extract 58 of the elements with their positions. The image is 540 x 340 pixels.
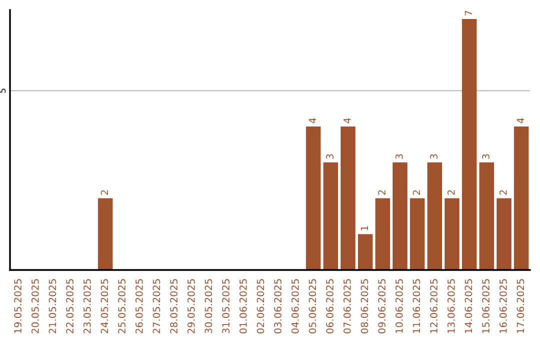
x-tick-label: 26.05.2025 — [135, 279, 143, 334]
data-label: 4 — [308, 118, 316, 124]
bar — [444, 198, 460, 270]
data-label: 4 — [344, 118, 351, 124]
x-tick-label: 01.06.2025 — [239, 279, 247, 334]
x-tick-label: 28.05.2025 — [170, 279, 178, 334]
bar — [479, 162, 494, 270]
bar — [358, 234, 373, 270]
bar — [514, 126, 529, 270]
x-tick-label: 20.05.2025 — [31, 279, 39, 334]
data-label: 2 — [499, 190, 507, 195]
bar — [462, 18, 477, 270]
bar — [392, 162, 408, 270]
data-label: 3 — [430, 154, 438, 159]
x-tick-label: 23.05.2025 — [83, 279, 91, 334]
data-label: 4 — [516, 118, 524, 124]
x-tick-label: 24.05.2025 — [100, 279, 108, 334]
bar — [427, 162, 442, 270]
data-label: 7 — [464, 10, 472, 16]
x-tick-label: 25.05.2025 — [118, 279, 126, 334]
x-tick-label: 30.05.2025 — [204, 279, 212, 334]
data-label: 3 — [482, 154, 490, 159]
x-tick-label: 14.06.2025 — [464, 279, 472, 333]
data-label: 2 — [378, 190, 386, 195]
x-tick-label: 02.06.2025 — [256, 279, 264, 334]
x-tick-label: 27.05.2025 — [152, 279, 160, 334]
bar — [410, 198, 425, 270]
x-tick-label: 06.06.2025 — [326, 279, 334, 334]
x-tick-label: 04.06.2025 — [291, 279, 299, 334]
x-tick-label: 19.05.2025 — [14, 279, 22, 333]
bar — [306, 126, 321, 270]
x-tick-label: 21.05.2025 — [48, 279, 56, 334]
data-label: 3 — [326, 154, 334, 159]
x-tick-label: 12.06.2025 — [430, 279, 438, 333]
x-tick-label: 31.05.2025 — [222, 279, 230, 334]
data-label: 1 — [360, 226, 368, 230]
x-tick-label: 13.06.2025 — [447, 279, 455, 333]
data-label: 3 — [395, 154, 403, 159]
x-tick-label: 16.06.2025 — [499, 279, 507, 333]
bar — [323, 162, 338, 270]
data-label: 2 — [412, 190, 420, 195]
x-tick-label: 22.05.2025 — [66, 279, 74, 334]
x-tick-label: 10.06.2025 — [395, 279, 403, 333]
bar — [496, 198, 512, 270]
data-label: 2 — [100, 190, 108, 195]
x-tick-label: 17.06.2025 — [516, 279, 524, 333]
x-tick-label: 11.06.2025 — [412, 279, 420, 333]
x-tick-label: 08.06.2025 — [360, 279, 368, 334]
x-tick-label: 07.06.2025 — [343, 279, 351, 334]
data-label: 2 — [447, 190, 455, 195]
x-tick-label: 09.06.2025 — [378, 279, 386, 334]
bar — [375, 198, 390, 270]
x-tick-label: 05.06.2025 — [308, 279, 316, 334]
bar — [340, 126, 356, 270]
x-tick-label: 03.06.2025 — [274, 279, 282, 334]
x-tick-label: 29.05.2025 — [187, 279, 195, 334]
x-tick-label: 15.06.2025 — [482, 279, 490, 333]
bar — [98, 198, 113, 270]
